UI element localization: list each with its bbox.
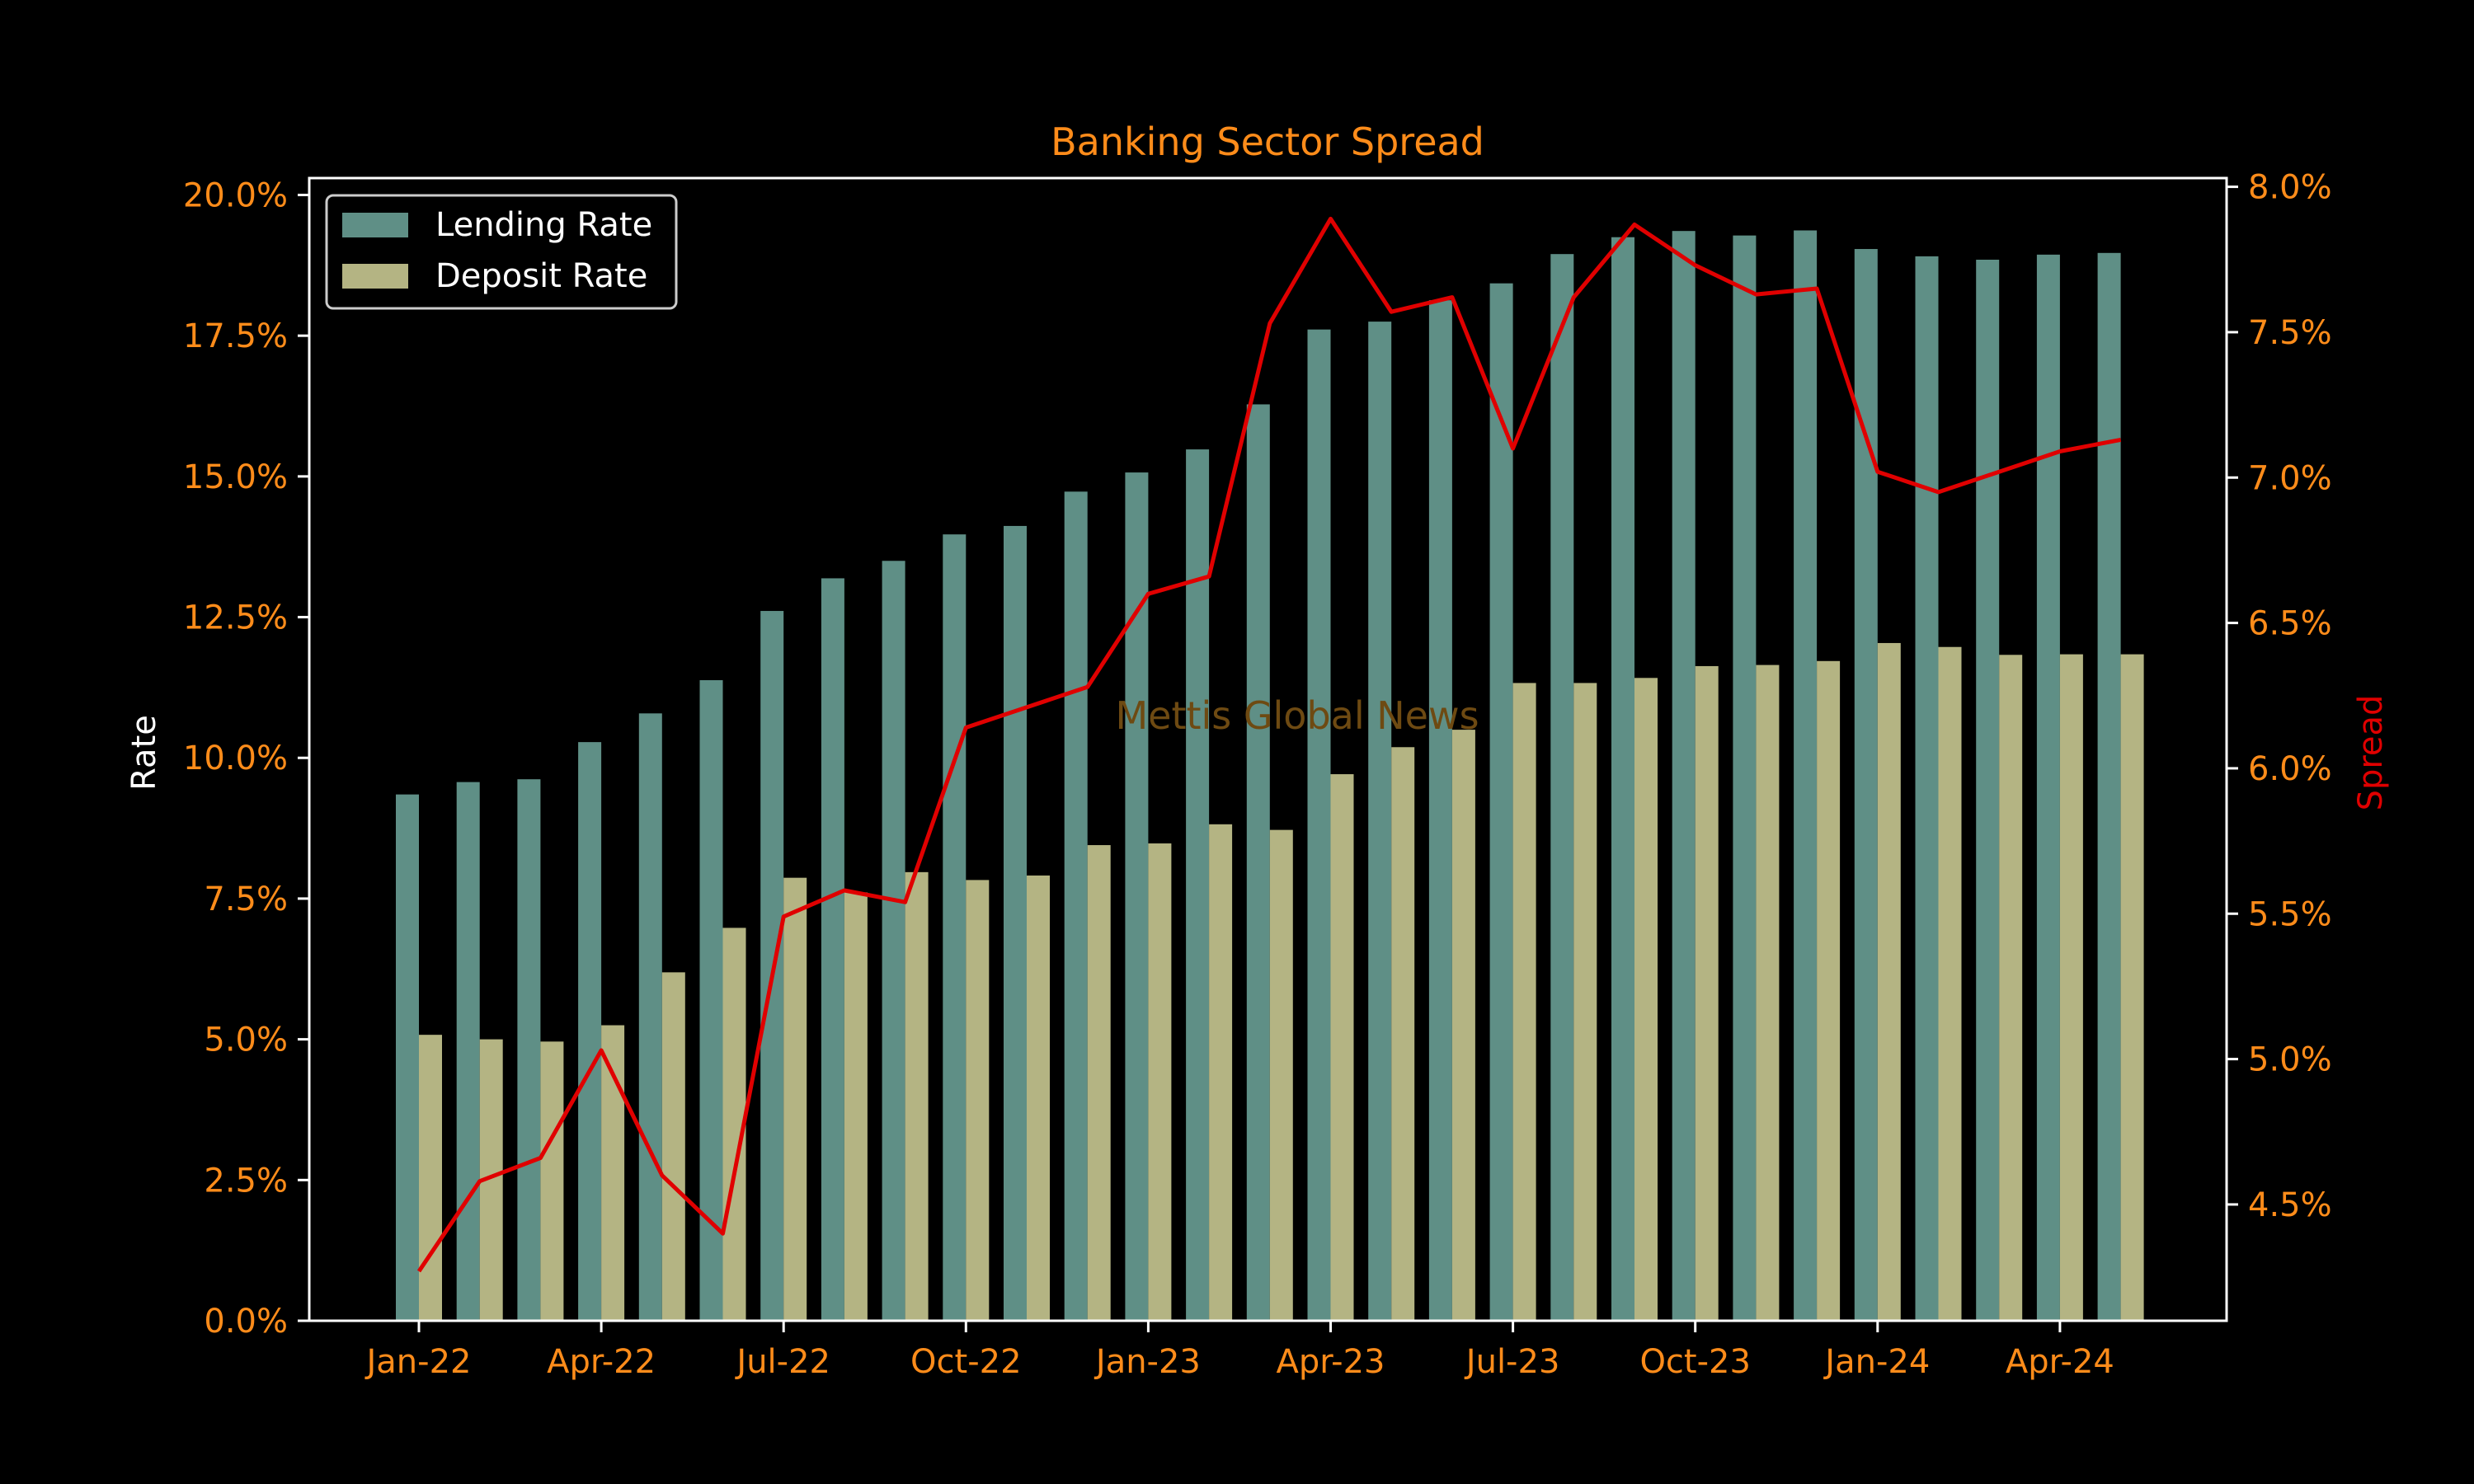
bar-deposit-rate [661, 972, 685, 1321]
y-tick-label: 10.0% [183, 740, 288, 777]
x-tick-label: Jan-24 [1823, 1343, 1930, 1381]
bar-deposit-rate [1695, 665, 1719, 1321]
bar-lending-rate [1794, 230, 1818, 1321]
bar-lending-rate [882, 561, 905, 1321]
legend-label-lending: Lending Rate [435, 206, 652, 244]
legend-swatch-deposit [342, 264, 408, 289]
y-axis-left: 0.0% 2.5% 5.0% 7.5% 10.0% 12.5% 15.0% 17.5% 20.0… [183, 176, 309, 1341]
bar-lending-rate [760, 611, 784, 1321]
watermark: Mettis Global News [1115, 693, 1479, 738]
x-tick-label: Apr-22 [547, 1343, 656, 1381]
bar-deposit-rate [905, 871, 929, 1321]
bar-lending-rate [1976, 260, 2000, 1321]
bar-deposit-rate [1938, 646, 1962, 1321]
bar-lending-rate [1854, 249, 1878, 1321]
y-tick-label: 20.0% [183, 176, 288, 214]
bar-deposit-rate [844, 892, 868, 1321]
x-tick-label: Jul-22 [734, 1343, 830, 1381]
bar-deposit-rate [1573, 683, 1597, 1321]
bar-deposit-rate [1391, 747, 1415, 1321]
bar-deposit-rate [1209, 824, 1233, 1321]
bar-lending-rate [1186, 449, 1210, 1322]
bar-lending-rate [638, 713, 662, 1321]
y-axis-right: 4.5% 5.0% 5.5% 6.0% 6.5% 7.0% 7.5% 8.0% [2227, 169, 2332, 1224]
bar-lending-rate [1064, 491, 1088, 1321]
x-tick-label: Oct-23 [1639, 1343, 1751, 1381]
x-tick-label: Jul-23 [1464, 1343, 1560, 1381]
bar-deposit-rate [1756, 665, 1780, 1321]
y-tick-label: 15.0% [183, 458, 288, 496]
y-tick-label: 2.5% [204, 1162, 288, 1200]
bar-lending-rate [1733, 235, 1757, 1322]
bar-lending-rate [517, 779, 541, 1321]
y2-tick-label: 4.5% [2248, 1186, 2332, 1224]
x-tick-label: Apr-24 [2006, 1343, 2114, 1381]
y2-tick-label: 7.0% [2248, 459, 2332, 497]
y2-tick-label: 6.0% [2248, 750, 2332, 788]
bar-deposit-rate [783, 877, 807, 1321]
y-tick-label: 12.5% [183, 599, 288, 637]
y-tick-label: 17.5% [183, 317, 288, 355]
bar-deposit-rate [2120, 654, 2144, 1321]
legend: Lending Rate Deposit Rate [325, 194, 678, 310]
y-tick-label: 7.5% [204, 881, 288, 918]
bar-lending-rate [1611, 237, 1634, 1321]
bar-lending-rate [396, 794, 419, 1321]
bar-deposit-rate [1451, 730, 1475, 1321]
bar-deposit-rate [1512, 683, 1536, 1321]
bar-deposit-rate [1330, 774, 1354, 1321]
bar-deposit-rate [540, 1041, 564, 1321]
y-tick-label: 5.0% [204, 1021, 288, 1059]
bar-deposit-rate [1027, 875, 1050, 1321]
y2-tick-label: 5.5% [2248, 895, 2332, 933]
x-tick-label: Apr-23 [1277, 1343, 1385, 1381]
legend-label-deposit: Deposit Rate [435, 257, 647, 295]
x-tick-label: Jan-23 [1094, 1343, 1201, 1381]
bar-lending-rate [1368, 322, 1392, 1321]
legend-swatch-lending [342, 213, 408, 237]
bar-lending-rate [2036, 254, 2060, 1321]
bar-deposit-rate [1148, 843, 1172, 1321]
x-tick-label: Oct-22 [910, 1343, 1022, 1381]
bar-deposit-rate [1269, 829, 1293, 1321]
bar-deposit-rate [1634, 678, 1658, 1321]
bar-lending-rate [1550, 254, 1574, 1322]
y2-tick-label: 5.0% [2248, 1041, 2332, 1079]
bar-lending-rate [1672, 231, 1696, 1321]
bar-lending-rate [1915, 256, 1939, 1321]
bar-lending-rate [943, 534, 967, 1321]
bar-lending-rate [456, 782, 480, 1321]
y-tick-label: 0.0% [204, 1303, 288, 1341]
y2-axis-label: Spread [2352, 695, 2390, 811]
legend-box [325, 194, 678, 310]
bar-deposit-rate [1087, 845, 1111, 1321]
bars-layer [396, 230, 2144, 1322]
x-tick-label: Jan-22 [365, 1343, 472, 1381]
spread-line [416, 216, 2122, 1273]
bar-lending-rate [1307, 329, 1331, 1321]
y2-tick-label: 7.5% [2248, 314, 2332, 352]
y2-tick-label: 6.5% [2248, 605, 2332, 643]
bar-lending-rate [2097, 252, 2121, 1321]
bar-deposit-rate [1999, 655, 2023, 1321]
bar-deposit-rate [966, 880, 990, 1321]
bar-deposit-rate [1817, 660, 1841, 1321]
y-axis-label: Rate [125, 715, 163, 791]
bar-deposit-rate [419, 1035, 442, 1321]
bar-lending-rate [1246, 404, 1270, 1321]
bar-lending-rate [821, 578, 844, 1321]
bar-deposit-rate [1877, 642, 1901, 1321]
bar-lending-rate [578, 742, 602, 1321]
x-axis: Jan-22 Apr-22 Jul-22 Oct-22 Jan-23 Apr-23 Jul-… [365, 1321, 2114, 1381]
bar-lending-rate [1489, 283, 1513, 1321]
chart-title: Banking Sector Spread [1051, 120, 1484, 164]
plot-frame [308, 176, 2228, 1322]
bar-lending-rate [1428, 300, 1452, 1321]
bar-deposit-rate [2059, 654, 2083, 1321]
bar-lending-rate [1004, 525, 1027, 1321]
y2-tick-label: 8.0% [2248, 169, 2332, 207]
